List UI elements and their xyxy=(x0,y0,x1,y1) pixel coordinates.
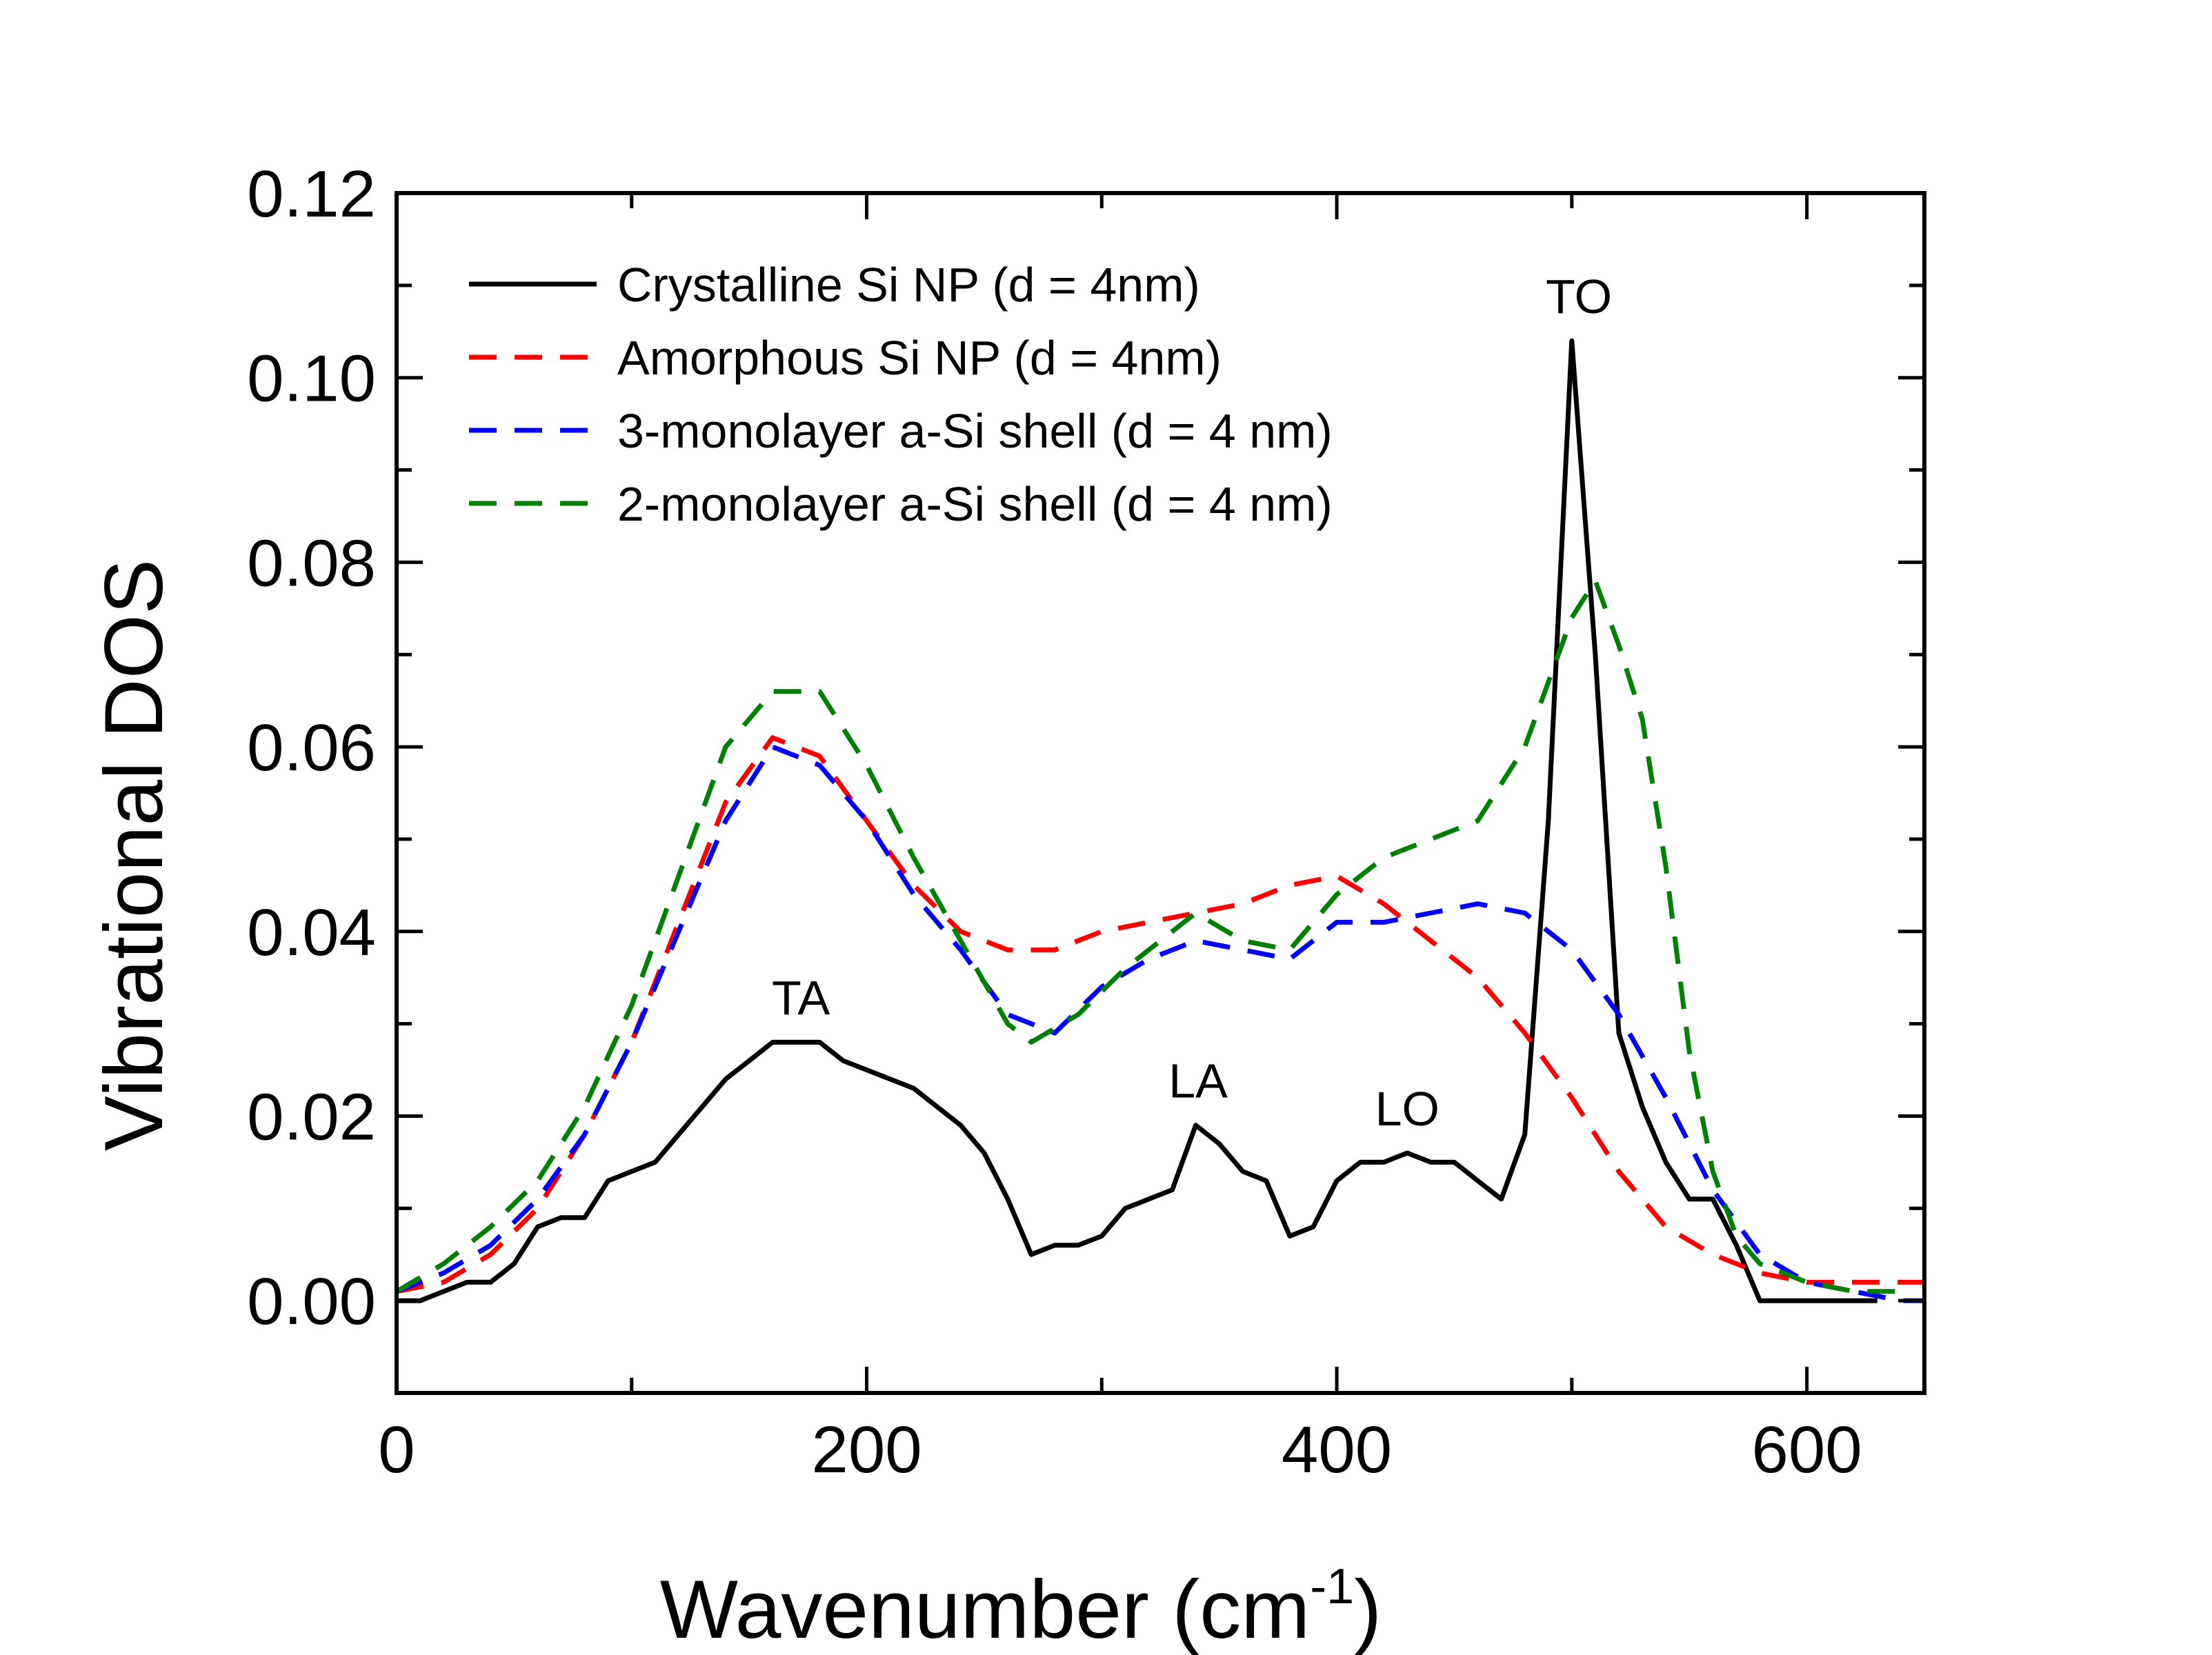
legend-label-3: 3-monolayer a-Si shell (d = 4 nm) xyxy=(617,404,1333,458)
x-tick-label: 0 xyxy=(378,1413,415,1487)
legend-label-4: 2-monolayer a-Si shell (d = 4 nm) xyxy=(617,477,1333,531)
series-layer xyxy=(397,338,1924,1303)
y-tick-label: 0.08 xyxy=(247,526,376,600)
y-tick-label: 0.10 xyxy=(247,342,376,416)
x-axis-title-end: ) xyxy=(1354,1563,1382,1655)
legend-label-2: Amorphous Si NP (d = 4nm) xyxy=(617,331,1222,385)
legend: Crystalline Si NP (d = 4nm) Amorphous Si … xyxy=(469,258,1333,531)
annotations: TA LA LO TO xyxy=(772,270,1612,1136)
x-tick-label: 600 xyxy=(1752,1413,1862,1487)
y-axis-title: Vibrational DOS xyxy=(88,559,180,1151)
x-tick-label: 400 xyxy=(1282,1413,1392,1487)
plot-frame xyxy=(395,191,1926,1395)
series-line-3 xyxy=(397,744,1924,1303)
series-line-1 xyxy=(397,338,1877,1303)
y-tick-label: 0.06 xyxy=(247,711,376,785)
legend-label-1: Crystalline Si NP (d = 4nm) xyxy=(617,258,1200,312)
y-tick-label: 0.04 xyxy=(247,896,376,970)
y-tick-label: 0.12 xyxy=(247,157,376,231)
x-axis-title-main: Wavenumber (cm xyxy=(660,1563,1310,1655)
tick-layer: 0 200 400 600 0.00 0.02 0.04 0.06 0.08 0.10 0.12 xyxy=(247,157,1924,1487)
annotation-la: LA xyxy=(1168,1054,1228,1108)
x-tick-label: 200 xyxy=(811,1413,921,1487)
annotation-to: TO xyxy=(1546,270,1612,323)
axes-layer xyxy=(395,191,1926,1395)
y-tick-label: 0.02 xyxy=(247,1080,376,1154)
x-axis-title: Wavenumber (cm-1) xyxy=(660,1559,1382,1655)
series-line-4 xyxy=(397,578,1901,1294)
y-tick-label: 0.00 xyxy=(247,1265,376,1338)
annotation-lo: LO xyxy=(1375,1082,1439,1136)
annotation-ta: TA xyxy=(772,971,830,1025)
x-axis-title-superscript: -1 xyxy=(1310,1559,1354,1614)
